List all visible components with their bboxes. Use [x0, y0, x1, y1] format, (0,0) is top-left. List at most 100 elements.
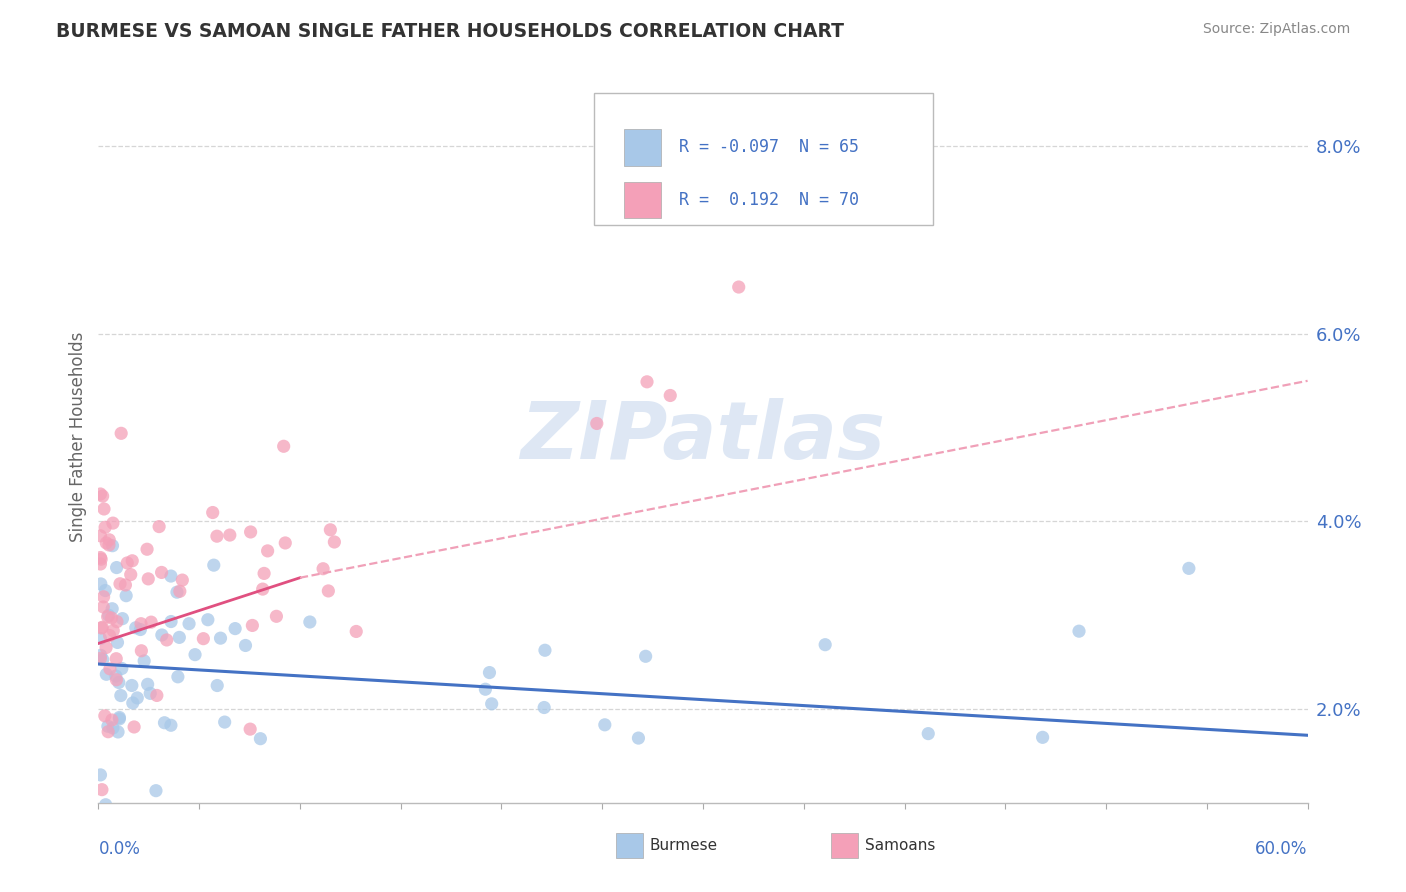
Point [218, 528, 240, 542]
Point [1178, 561, 1201, 575]
Point [478, 665, 501, 680]
Point [89, 550, 111, 565]
Point [172, 573, 194, 587]
Point [90, 577, 112, 591]
Point [107, 635, 129, 649]
Point [167, 670, 190, 684]
Point [111, 612, 134, 626]
Point [101, 601, 124, 615]
Point [108, 576, 131, 591]
FancyBboxPatch shape [831, 833, 858, 858]
Point [110, 689, 132, 703]
Point [94, 797, 117, 812]
Text: 0.0%: 0.0% [98, 840, 141, 858]
Point [97, 608, 120, 623]
Point [104, 669, 127, 683]
Point [98, 538, 121, 552]
Y-axis label: Single Father Households: Single Father Households [69, 332, 87, 542]
Point [150, 566, 173, 580]
Point [94, 583, 117, 598]
Point [89, 768, 111, 782]
Point [89, 651, 111, 665]
Point [274, 536, 297, 550]
Point [121, 554, 143, 568]
Point [1032, 731, 1054, 745]
Point [533, 700, 555, 714]
Point [156, 632, 179, 647]
Point [100, 611, 122, 625]
Point [145, 783, 167, 797]
FancyBboxPatch shape [624, 182, 661, 219]
Text: Burmese: Burmese [650, 838, 718, 853]
Point [214, 715, 236, 730]
Point [273, 439, 295, 453]
Point [917, 726, 939, 740]
Text: ZIPatlas: ZIPatlas [520, 398, 886, 476]
Point [93, 590, 115, 604]
Point [252, 582, 274, 596]
Point [636, 375, 658, 389]
Point [153, 715, 176, 730]
Text: 60.0%: 60.0% [1256, 840, 1308, 858]
FancyBboxPatch shape [616, 833, 643, 858]
Point [205, 529, 228, 543]
Point [94, 709, 117, 723]
Point [107, 725, 129, 739]
Point [101, 539, 124, 553]
Point [139, 615, 162, 629]
Point [90, 621, 112, 635]
Point [239, 524, 262, 539]
Point [127, 690, 149, 705]
Point [627, 731, 650, 745]
Point [97, 724, 120, 739]
Point [344, 624, 367, 639]
Point [94, 640, 117, 655]
Point [89, 632, 111, 646]
Text: R = -0.097  N = 65: R = -0.097 N = 65 [679, 138, 859, 156]
Point [585, 417, 607, 431]
Point [114, 578, 136, 592]
Point [101, 721, 124, 735]
Point [91, 599, 114, 614]
Point [121, 678, 143, 692]
Point [253, 566, 276, 581]
Point [108, 712, 131, 726]
Point [150, 628, 173, 642]
Point [814, 638, 837, 652]
Point [90, 552, 112, 566]
Point [256, 544, 278, 558]
Point [110, 426, 132, 441]
Point [89, 557, 111, 571]
Point [89, 487, 111, 501]
Point [634, 649, 657, 664]
Point [160, 615, 183, 629]
Point [136, 572, 159, 586]
Point [94, 520, 117, 534]
Point [166, 585, 188, 599]
Point [89, 529, 111, 543]
Point [727, 280, 749, 294]
Point [105, 615, 128, 629]
Text: Source: ZipAtlas.com: Source: ZipAtlas.com [1202, 22, 1350, 37]
Point [659, 388, 682, 402]
Point [97, 609, 120, 624]
Point [125, 621, 148, 635]
Text: R =  0.192  N = 70: R = 0.192 N = 70 [679, 191, 859, 209]
Point [177, 616, 200, 631]
Point [474, 682, 496, 697]
Point [115, 589, 138, 603]
Point [121, 696, 143, 710]
Point [90, 782, 112, 797]
Point [201, 506, 224, 520]
Point [90, 648, 112, 663]
Point [129, 616, 152, 631]
Point [146, 689, 169, 703]
Point [98, 628, 121, 642]
Point [120, 567, 142, 582]
Point [111, 661, 134, 675]
Point [148, 519, 170, 533]
Point [134, 654, 156, 668]
Point [319, 523, 342, 537]
Point [534, 643, 557, 657]
Point [98, 662, 121, 676]
